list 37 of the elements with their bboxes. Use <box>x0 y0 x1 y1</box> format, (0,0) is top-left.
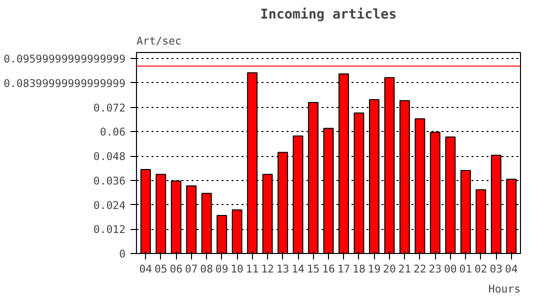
x-tick-label: 12 <box>261 262 274 276</box>
y-tick-label: 0.06 <box>100 126 126 139</box>
x-tick-label: 15 <box>306 262 320 276</box>
chart-title: Incoming articles <box>260 8 397 22</box>
x-tick-label: 03 <box>490 262 503 276</box>
x-tick-label: 08 <box>200 262 214 276</box>
x-tick-label: 02 <box>474 262 488 276</box>
x-tick-label: 18 <box>352 262 366 276</box>
x-tick-label: 16 <box>322 262 335 276</box>
y-tick-label: 0.036 <box>93 174 126 188</box>
y-tick-label: 0.048 <box>93 150 126 164</box>
y-tick-label: 0.08399999999999999 <box>4 76 126 90</box>
x-tick-label: 13 <box>276 262 290 276</box>
x-tick-label: 01 <box>459 262 472 276</box>
x-tick-label: 09 <box>215 262 228 276</box>
x-tick-label: 04 <box>139 262 152 276</box>
x-tick-label: 19 <box>368 262 381 276</box>
x-tick-label: 17 <box>337 262 350 276</box>
x-tick-label: 07 <box>184 262 198 276</box>
x-axis-title: Hours <box>488 282 520 296</box>
x-tick-label: 14 <box>292 262 304 276</box>
x-tick-label: 11 <box>246 262 259 276</box>
x-tick-label: 00 <box>444 262 457 276</box>
y-tick-label: 0.024 <box>93 198 126 212</box>
y-tick-label: 0.09599999999999999 <box>4 52 126 66</box>
y-axis-title: Art/sec <box>136 34 182 48</box>
x-tick-label: 21 <box>398 262 412 276</box>
y-tick-label: 0.072 <box>93 101 126 114</box>
x-tick-label: 05 <box>154 262 168 276</box>
x-tick-label: 10 <box>230 262 244 276</box>
x-tick-label: 20 <box>383 262 396 276</box>
y-tick-label: 0.012 <box>93 223 126 236</box>
y-tick-label: 0 <box>119 248 126 260</box>
x-tick-label: 23 <box>428 262 442 276</box>
x-tick-label: 06 <box>170 262 183 276</box>
x-tick-label: 04 <box>504 262 518 276</box>
x-tick-label: 22 <box>414 262 426 276</box>
